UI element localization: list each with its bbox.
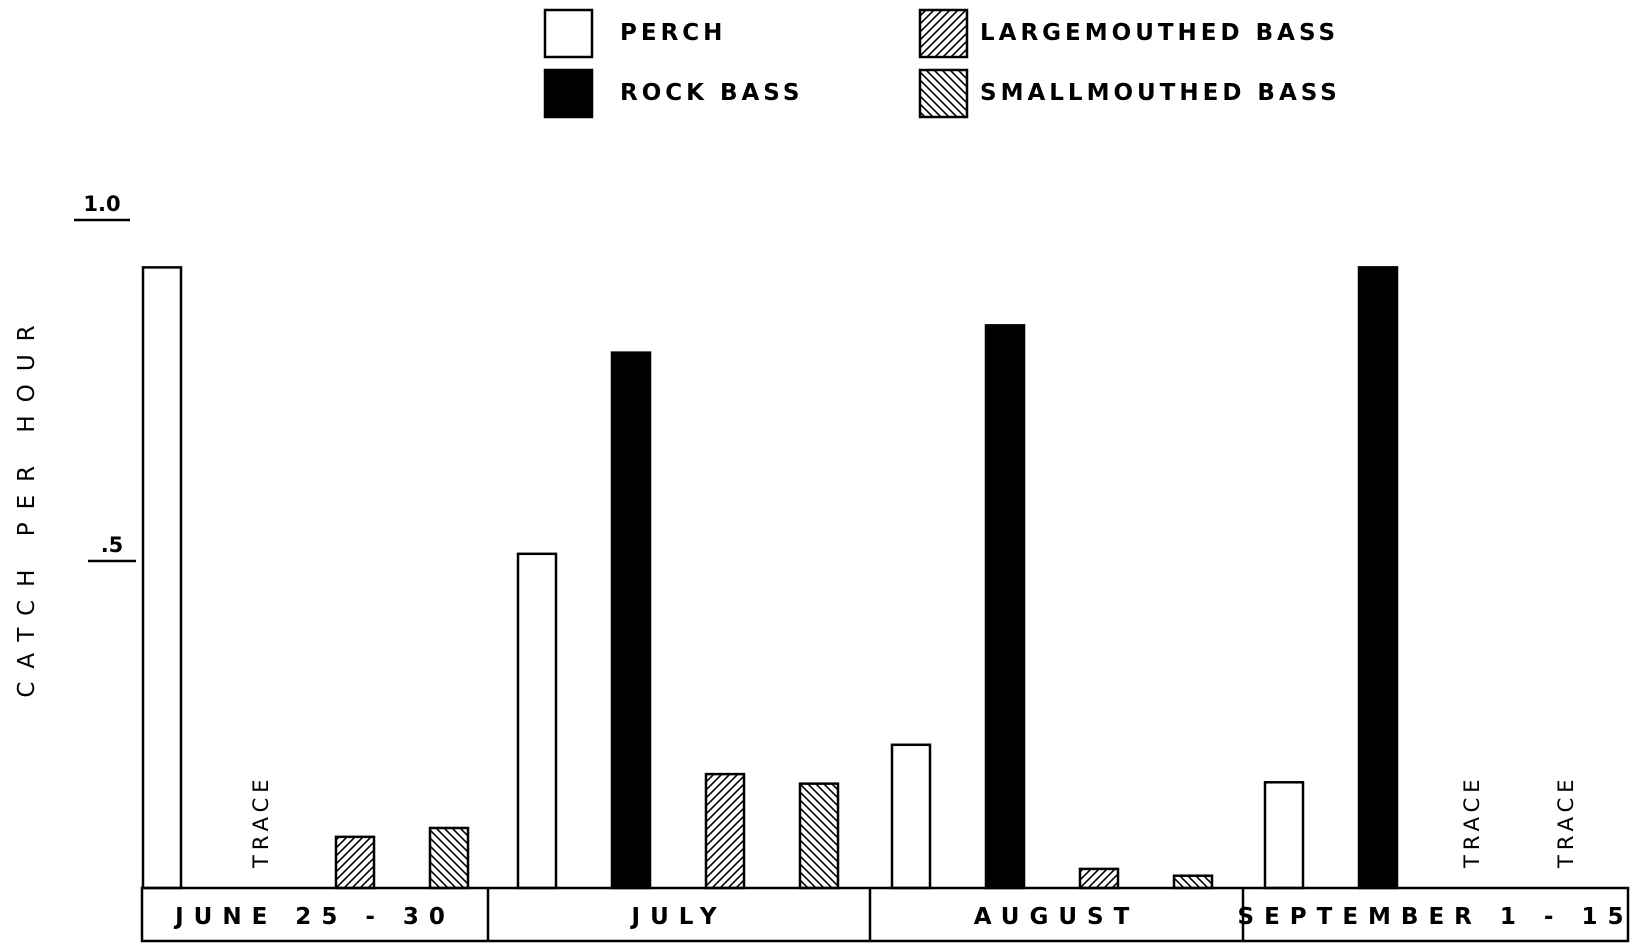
y-axis: 1.0 .5 CATCH PER HOUR [14, 192, 136, 698]
bar-rock-bass-1 [610, 351, 652, 890]
bar-rock-bass-3 [1357, 266, 1399, 890]
trace-label-2: TRACE [1554, 775, 1578, 870]
legend-swatch-1 [543, 68, 594, 119]
y-axis-label: CATCH PER HOUR [14, 312, 40, 697]
bar-smallmouthed-bass-2 [1172, 874, 1214, 890]
bar-perch-2 [890, 743, 932, 890]
bar-smallmouthed-bass-1 [798, 782, 840, 890]
bars-group [141, 266, 1399, 890]
trace-label-1: TRACE [1460, 775, 1484, 870]
bar-perch-1 [516, 552, 558, 890]
category-label-1: JULY [630, 904, 727, 930]
legend-label-2: LARGEMOUTHED BASS [980, 20, 1339, 46]
legend-swatch-2 [918, 8, 969, 59]
legend-label-3: SMALLMOUTHED BASS [980, 80, 1341, 106]
y-tick-label-1: .5 [101, 533, 124, 557]
legend-label-0: PERCH [620, 20, 726, 46]
trace-label-0: TRACE [249, 775, 273, 870]
bar-smallmouthed-bass-0 [428, 826, 470, 890]
legend-swatch-0 [543, 8, 594, 59]
trace-labels: TRACE TRACE TRACE [249, 775, 1578, 870]
bar-perch-3 [1263, 781, 1305, 890]
legend-swatch-3 [918, 68, 969, 119]
legend-label-1: ROCK BASS [620, 80, 803, 106]
bar-largemouthed-bass-2 [1078, 867, 1120, 890]
chart-legend: PERCH ROCK BASS LARGEMOUTHED BASS SMALLMOUT… [543, 8, 1341, 119]
bar-perch-0 [141, 266, 183, 890]
category-label-3: SEPTEMBER 1 - 15 [1238, 904, 1634, 930]
bar-largemouthed-bass-1 [704, 772, 746, 890]
x-axis-category-band: JUNE 25 - 30 JULY AUGUST SEPTEMBER 1 - 15 [140, 886, 1634, 943]
y-tick-label-0: 1.0 [83, 192, 120, 216]
category-label-2: AUGUST [974, 904, 1140, 930]
category-label-0: JUNE 25 - 30 [173, 904, 455, 930]
bar-largemouthed-bass-0 [334, 835, 376, 890]
bar-rock-bass-2 [984, 324, 1026, 890]
category-band [140, 886, 1630, 943]
